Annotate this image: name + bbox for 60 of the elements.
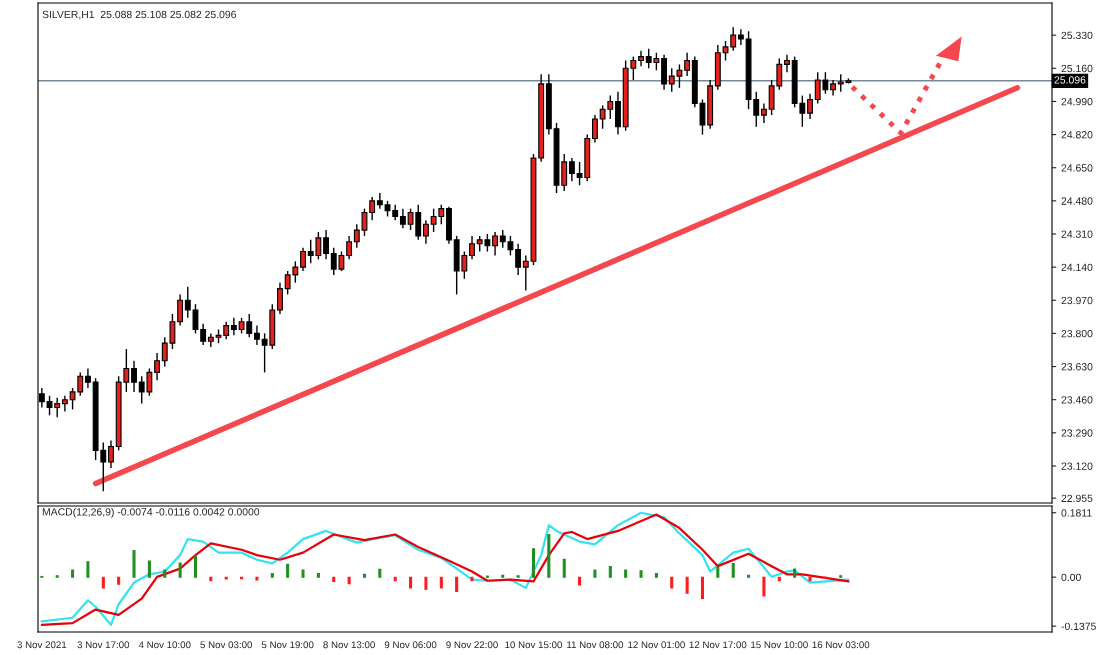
y-tick-label: 23.630 — [1061, 363, 1093, 371]
y-tick-label: 24.140 — [1061, 263, 1093, 272]
x-tick-label: 8 Nov 13:00 — [323, 641, 375, 649]
x-tick-label: 12 Nov 17:00 — [689, 641, 747, 649]
candlestick — [61, 395, 68, 413]
x-tick-label: 3 Nov 17:00 — [77, 641, 130, 649]
y-tick-label: 0.00 — [1061, 573, 1081, 582]
candlestick — [177, 293, 184, 327]
candlestick — [469, 235, 475, 261]
candlestick — [253, 324, 260, 346]
candlestick — [346, 235, 353, 261]
y-tick-label: -0.1375 — [1061, 622, 1096, 630]
x-tick-label: 12 Nov 01:00 — [628, 641, 685, 649]
candlestick — [84, 367, 91, 389]
y-tick-label: 24.990 — [1061, 97, 1093, 106]
y-tick-label: 22.955 — [1061, 494, 1093, 502]
x-tick-label: 5 Nov 19:00 — [261, 641, 314, 649]
y-tick-label: 23.120 — [1061, 462, 1093, 470]
candlestick — [131, 360, 137, 393]
y-tick-label: 24.480 — [1061, 197, 1093, 205]
y-tick-label: 23.290 — [1061, 429, 1093, 437]
x-tick-label: 11 Nov 08:00 — [567, 641, 624, 649]
y-tick-label: 24.650 — [1061, 164, 1093, 172]
candlestick — [230, 317, 237, 337]
x-tick-label: 10 Nov 15:00 — [505, 641, 563, 649]
y-tick-label: 0.1811 — [1061, 509, 1092, 517]
y-tick-label: 23.460 — [1061, 396, 1093, 404]
candlestick — [807, 92, 813, 120]
x-tick-label: 16 Nov 03:00 — [812, 641, 870, 649]
x-tick-label: 15 Nov 10:00 — [751, 641, 808, 649]
text: SILVER,H1 25.088 25.108 25.082 25.096 — [42, 10, 237, 20]
candlestick — [568, 157, 575, 183]
x-tick-label: 5 Nov 03:00 — [200, 641, 253, 649]
candlestick — [154, 352, 161, 381]
candlestick — [760, 102, 767, 124]
candlestick — [737, 28, 744, 46]
x-tick-label: 3 Nov 2021 — [17, 641, 67, 649]
y-tick-label: 23.800 — [1061, 329, 1093, 338]
candlestick — [684, 52, 691, 77]
candlestick — [638, 50, 644, 68]
y-tick-label: 25.160 — [1061, 64, 1093, 73]
candlestick — [422, 219, 429, 245]
ref-line-label: 25.096 — [1054, 76, 1086, 84]
candlestick — [784, 53, 790, 73]
candlestick — [300, 246, 306, 272]
y-tick-label: 24.310 — [1061, 230, 1093, 238]
candlestick — [591, 114, 598, 144]
y-tick-label: 23.970 — [1061, 296, 1093, 305]
candlestick — [277, 282, 283, 315]
candlestick — [515, 243, 522, 276]
x-tick-label: 9 Nov 06:00 — [384, 641, 437, 649]
candlestick — [492, 231, 499, 257]
chart-title: MACD(12,26,9) -0.0074 -0.0116 0.0042 0.0000 — [42, 507, 260, 518]
candlestick — [323, 229, 330, 261]
x-tick-label: 9 Nov 22:00 — [446, 641, 498, 649]
candlestick — [108, 439, 114, 469]
y-tick-label: 24.820 — [1061, 131, 1093, 139]
x-tick-label: 4 Nov 10:00 — [138, 641, 191, 649]
candlestick — [399, 207, 406, 229]
y-tick-label: 25.330 — [1061, 31, 1093, 40]
